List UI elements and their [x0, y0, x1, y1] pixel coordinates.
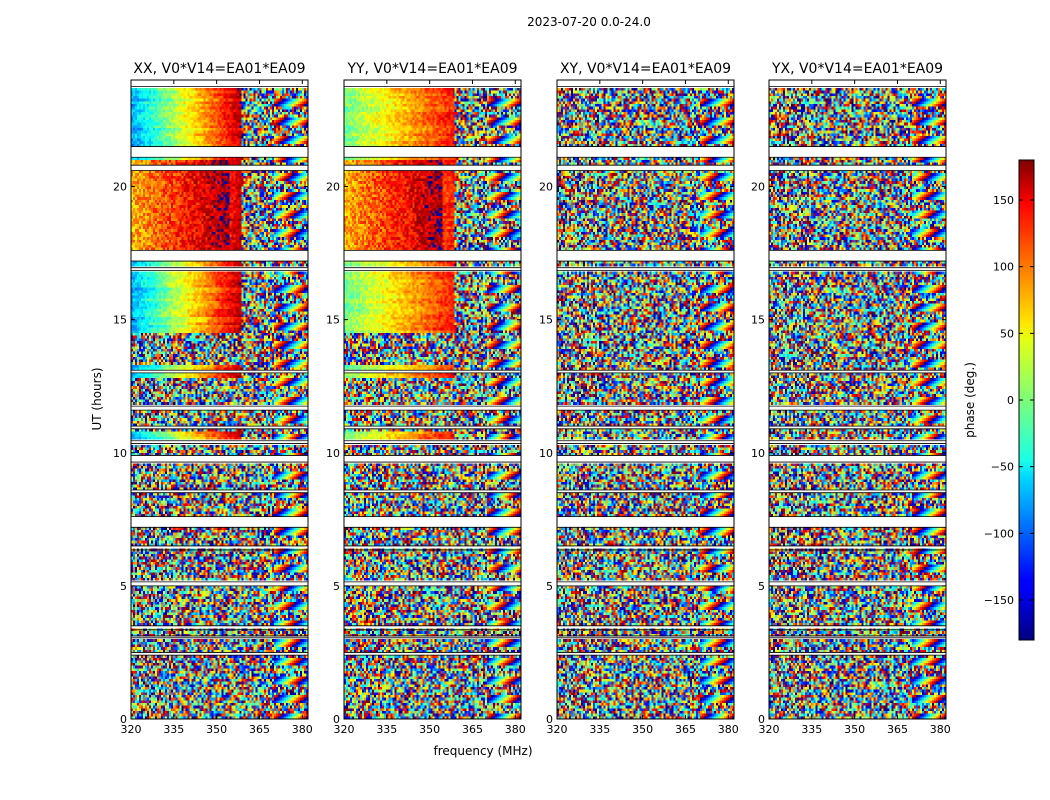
- panel-title-2: XY, V0*V14=EA01*EA09: [560, 61, 731, 77]
- panel-frame-3: [768, 79, 947, 720]
- x-tick-label-3-2: 350: [844, 723, 865, 736]
- y-tick-label-3-2: 10: [751, 447, 765, 460]
- y-tick-label-0-1: 5: [120, 580, 127, 593]
- colorbar-tick-label-3: 0: [1007, 394, 1014, 407]
- y-tick-label-1-4: 20: [326, 181, 340, 194]
- colorbar-label: phase (deg.): [963, 362, 977, 438]
- x-axis-label: frequency (MHz): [433, 744, 532, 758]
- y-tick-label-3-4: 20: [751, 181, 765, 194]
- x-tick-label-2-3: 365: [675, 723, 696, 736]
- x-tick-label-0-0: 320: [121, 723, 142, 736]
- y-tick-label-1-1: 5: [333, 580, 340, 593]
- y-tick-label-2-2: 10: [539, 447, 553, 460]
- panel-title-3: YX, V0*V14=EA01*EA09: [771, 61, 943, 77]
- panel-frame-1: [343, 79, 522, 720]
- colorbar-tick-label-5: −100: [984, 527, 1014, 540]
- y-tick-label-0-2: 10: [113, 447, 127, 460]
- panel-2: XY, V0*V14=EA01*EA09 320 335 350 365 380 0 5 10 1…: [539, 61, 739, 736]
- x-tick-label-2-1: 335: [589, 723, 610, 736]
- x-tick-label-0-1: 335: [163, 723, 184, 736]
- y-tick-label-3-1: 5: [758, 580, 765, 593]
- x-tick-label-1-1: 335: [376, 723, 397, 736]
- y-tick-label-0-3: 15: [113, 314, 127, 327]
- x-tick-label-0-4: 380: [292, 723, 313, 736]
- x-tick-label-0-2: 350: [206, 723, 227, 736]
- y-tick-label-2-3: 15: [539, 314, 553, 327]
- colorbar-tick-label-1: 100: [993, 261, 1014, 274]
- y-tick-label-3-3: 15: [751, 314, 765, 327]
- x-tick-label-1-0: 320: [334, 723, 355, 736]
- x-tick-label-3-4: 380: [930, 723, 951, 736]
- panel-title-1: YY, V0*V14=EA01*EA09: [346, 61, 517, 77]
- y-tick-label-1-0: 0: [333, 713, 340, 726]
- y-tick-label-2-0: 0: [546, 713, 553, 726]
- colorbar-tick-label-6: −150: [984, 594, 1014, 607]
- panel-title-0: XX, V0*V14=EA01*EA09: [133, 61, 305, 77]
- panel-3: YX, V0*V14=EA01*EA09 320 335 350 365 380 0 5 10 1…: [751, 61, 951, 736]
- figure-title: 2023-07-20 0.0-24.0: [527, 15, 651, 29]
- panel-0: XX, V0*V14=EA01*EA09 320 335 350 365 380 0 5 10 1…: [113, 61, 313, 736]
- x-tick-label-1-2: 350: [419, 723, 440, 736]
- x-tick-label-3-1: 335: [801, 723, 822, 736]
- panel-1: YY, V0*V14=EA01*EA09 320 335 350 365 380 0 5 10 1…: [326, 61, 526, 736]
- x-tick-label-2-0: 320: [547, 723, 568, 736]
- y-tick-label-0-4: 20: [113, 181, 127, 194]
- x-tick-label-2-4: 380: [718, 723, 739, 736]
- x-tick-label-2-2: 350: [632, 723, 653, 736]
- x-tick-label-0-3: 365: [249, 723, 270, 736]
- heatmap-image-3: [769, 80, 946, 719]
- y-tick-label-1-2: 10: [326, 447, 340, 460]
- y-tick-label-1-3: 15: [326, 314, 340, 327]
- colorbar-tick-label-4: −50: [991, 461, 1014, 474]
- heatmap-image-0: [131, 80, 308, 719]
- colorbar-tick-label-0: 150: [993, 194, 1014, 207]
- y-tick-label-2-4: 20: [539, 181, 553, 194]
- colorbar-tick-label-2: 50: [1000, 327, 1014, 340]
- x-tick-label-3-0: 320: [759, 723, 780, 736]
- heatmap-image-2: [557, 80, 734, 719]
- y-tick-label-3-0: 0: [758, 713, 765, 726]
- x-tick-label-1-4: 380: [505, 723, 526, 736]
- panel-frame-0: [130, 79, 309, 720]
- panel-frame-2: [556, 79, 735, 720]
- x-tick-label-3-3: 365: [887, 723, 908, 736]
- x-tick-label-1-3: 365: [462, 723, 483, 736]
- heatmap-image-1: [344, 80, 521, 719]
- y-tick-label-2-1: 5: [546, 580, 553, 593]
- y-tick-label-0-0: 0: [120, 713, 127, 726]
- y-axis-label: UT (hours): [90, 367, 104, 430]
